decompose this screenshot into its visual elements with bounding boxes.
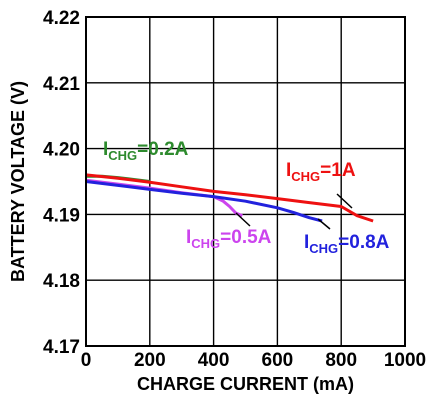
y-tick-label: 4.19 <box>43 205 80 226</box>
y-tick-label: 4.22 <box>43 8 80 29</box>
series-label: ICHG=0.5A <box>186 227 272 251</box>
tick-label-layer: 0 200 400 600 800 1000 4.17 4.18 4.19 4.20 4.21 4.2… <box>43 8 426 371</box>
x-axis-title: CHARGE CURRENT (mA) <box>137 374 354 394</box>
y-tick-label: 4.20 <box>43 140 80 161</box>
x-tick-label: 0 <box>81 350 92 371</box>
series-label: ICHG=0.2A <box>103 139 189 163</box>
plot-frame <box>85 16 406 347</box>
label-leader-line <box>235 212 251 227</box>
series-line-2 <box>85 180 323 223</box>
grid-layer <box>86 17 405 346</box>
label-leader-line <box>317 218 331 230</box>
x-tick-label: 800 <box>325 350 357 371</box>
x-tick-label: 400 <box>198 350 230 371</box>
y-axis-title: BATTERY VOLTAGE (V) <box>8 81 28 282</box>
label-leader-line <box>336 193 353 209</box>
x-tick-label: 200 <box>134 350 166 371</box>
y-tick-label: 4.21 <box>43 74 80 95</box>
series-line-3 <box>85 173 374 223</box>
series-layer <box>85 173 374 223</box>
series-label: ICHG=1A <box>286 160 356 184</box>
y-tick-label: 4.18 <box>43 271 80 292</box>
x-tick-label: 1000 <box>384 350 426 371</box>
y-tick-label: 4.17 <box>43 337 80 358</box>
x-tick-label: 600 <box>262 350 294 371</box>
series-label: ICHG=0.8A <box>304 232 390 256</box>
series-label-layer: ICHG=0.2A ICHG=0.5A ICHG=0.8A ICHG=1A <box>103 139 390 256</box>
